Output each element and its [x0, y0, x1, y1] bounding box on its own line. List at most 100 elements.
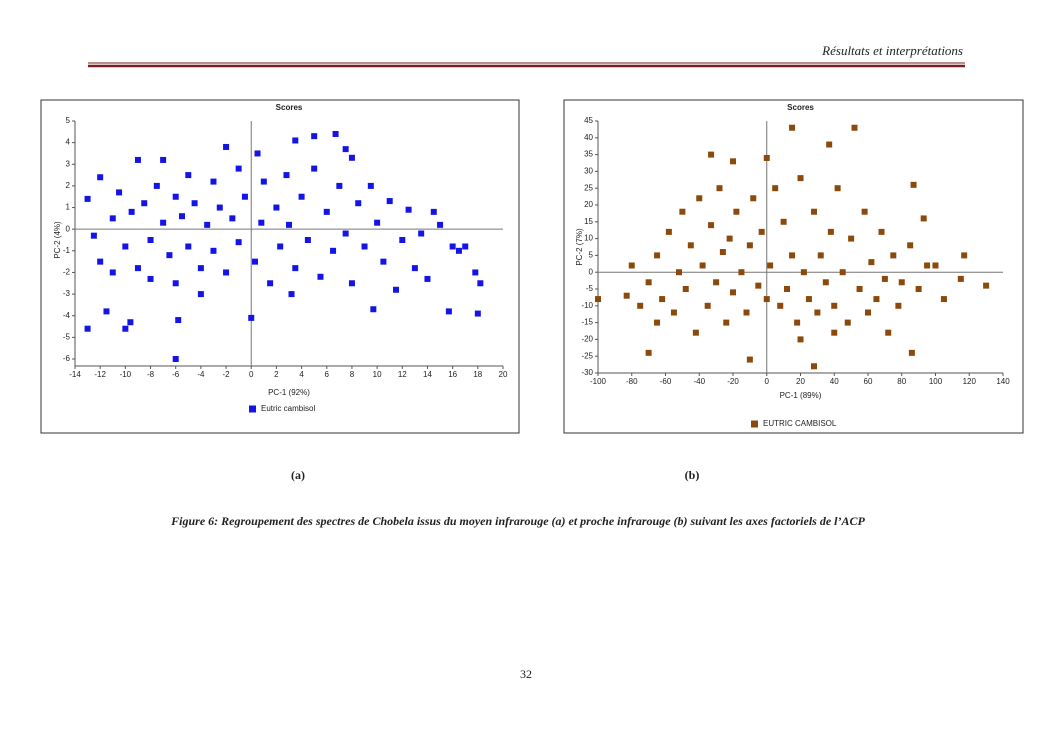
scatter-point [595, 296, 601, 303]
scatter-point [437, 221, 444, 228]
x-tick-label: -80 [626, 377, 638, 386]
scatter-point [692, 329, 699, 336]
scatter-point [805, 296, 812, 303]
scatter-point [797, 175, 804, 182]
scatter-point [97, 174, 104, 181]
scatter-point [665, 228, 672, 235]
y-tick-label: -2 [63, 268, 71, 277]
figure-caption: Figure 6: Regroupement des spectres de C… [170, 514, 865, 528]
scatter-point [197, 291, 204, 298]
scatter-point [134, 156, 141, 163]
scatter-point [430, 208, 437, 215]
y-tick-label: 40 [584, 133, 593, 142]
scatter-point [940, 296, 947, 303]
scatter-point [216, 204, 223, 211]
scatter-point [462, 243, 469, 250]
scatter-point [241, 193, 248, 200]
x-tick-label: -10 [120, 370, 132, 379]
scatter-point [983, 282, 990, 289]
scatter-point [898, 279, 905, 286]
scatter-point [210, 178, 217, 185]
scatter-point [755, 282, 762, 289]
scatter-point [827, 228, 834, 235]
scatter-point [229, 215, 236, 222]
legend-swatch [249, 405, 256, 413]
y-tick-label: -1 [63, 246, 71, 255]
x-axis-label: PC-1 (92%) [268, 388, 310, 397]
scatter-point [767, 262, 774, 269]
y-tick-label: 20 [584, 200, 593, 209]
scatter-point [361, 243, 368, 250]
scatter-point [890, 252, 897, 259]
y-axis-label: PC-2 (4%) [53, 221, 62, 259]
scatter-point [317, 273, 324, 280]
scatter-point [789, 252, 796, 259]
scatter-point [708, 151, 715, 158]
scatter-point [851, 124, 858, 131]
y-tick-label: -3 [63, 289, 71, 298]
scatter-point [699, 262, 706, 269]
scatter-point [932, 262, 939, 269]
scatter-point [374, 219, 381, 226]
scatter-point [277, 243, 284, 250]
scatter-point [865, 309, 871, 316]
scatter-point [248, 314, 255, 321]
y-tick-label: 0 [589, 267, 594, 276]
scatter-point [223, 143, 230, 150]
scatter-point [831, 302, 838, 309]
scatter-point [645, 349, 652, 356]
scatter-point [472, 269, 479, 276]
x-tick-label: -12 [94, 370, 106, 379]
x-tick-label: 140 [996, 377, 1010, 386]
scatter-point [676, 269, 682, 276]
y-tick-label: 5 [589, 251, 594, 260]
scatter-point [304, 237, 311, 243]
scatter-point [637, 302, 644, 309]
scatter-point [895, 302, 902, 309]
scatter-point [777, 302, 784, 309]
scatter-point [336, 182, 343, 189]
scatter-point [868, 259, 875, 266]
scatter-point [386, 198, 393, 205]
x-tick-label: 20 [796, 377, 805, 386]
scatter-point [103, 308, 110, 315]
scatter-point [204, 221, 211, 228]
scatter-point [726, 235, 733, 242]
scatter-point [84, 325, 91, 332]
scatter-point [160, 219, 167, 226]
subfigure-label: (b) [685, 468, 700, 482]
x-tick-label: -6 [172, 370, 180, 379]
scatter-point [826, 141, 833, 148]
scatter-point [355, 200, 362, 207]
scatter-point [645, 279, 652, 286]
scatter-point [147, 237, 154, 243]
y-tick-label: 0 [66, 224, 71, 233]
y-tick-label: 1 [66, 203, 71, 212]
scatter-point [687, 242, 694, 249]
scatter-point [84, 195, 91, 202]
y-tick-label: 10 [584, 234, 593, 243]
scatter-point [848, 235, 855, 242]
y-tick-label: 3 [66, 159, 71, 168]
scatter-point [153, 182, 160, 189]
scatter-point [172, 356, 179, 362]
scatter-point [166, 252, 173, 259]
scatter-point [175, 317, 182, 324]
scatter-point [260, 178, 267, 185]
scatter-point [822, 279, 829, 286]
y-tick-label: 35 [584, 150, 593, 159]
y-tick-label: 45 [584, 116, 593, 125]
y-tick-label: 5 [66, 116, 71, 125]
scatter-point [122, 325, 129, 332]
page-number: 32 [520, 667, 532, 681]
scatter-point [109, 215, 116, 222]
scatter-point [797, 336, 804, 343]
scatter-point [839, 269, 846, 276]
scatter-point [292, 265, 299, 272]
chart-frame [563, 99, 1024, 434]
legend-swatch [751, 420, 758, 428]
chart-title: Scores [787, 103, 814, 112]
scatter-point [399, 237, 406, 243]
